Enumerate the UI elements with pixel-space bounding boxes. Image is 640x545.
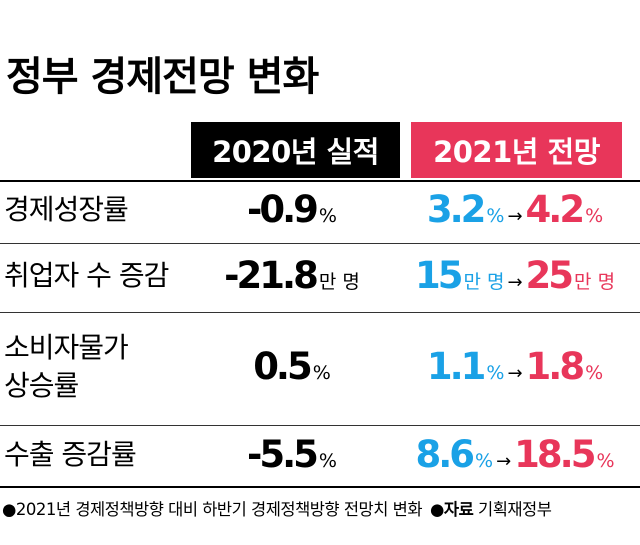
page-title: 정부 경제전망 변화: [6, 54, 319, 100]
value-2020-number: -5.5: [247, 433, 319, 476]
forecast-from-unit: %: [475, 450, 494, 472]
forecast-from-unit: %: [486, 362, 505, 384]
row-divider: [0, 243, 640, 244]
row-label: 경제성장률: [4, 193, 129, 226]
forecast-to-unit: %: [585, 362, 604, 384]
row-label-line2: 상승률: [4, 369, 79, 402]
value-2021: 8.6% → 18.5%: [395, 433, 635, 476]
forecast-to-number: 1.8: [525, 345, 586, 388]
forecast-from-number: 15: [414, 254, 463, 297]
forecast-from-number: 1.1: [426, 345, 487, 388]
value-2020-unit: %: [318, 205, 337, 227]
row-label: 취업자 수 증감: [4, 259, 169, 292]
value-2020-unit: %: [312, 362, 331, 384]
value-2020: -5.5%: [192, 433, 392, 476]
arrow-right-icon: →: [496, 451, 512, 472]
row-divider: [0, 312, 640, 313]
forecast-from-unit: 만 명: [463, 271, 505, 293]
table-row-employment: 취업자 수 증감 -21.8 만 명 15 만 명 → 25 만 명: [0, 244, 640, 310]
bottom-divider: [0, 486, 640, 488]
header-divider: [0, 180, 640, 182]
value-2020: -0.9%: [192, 188, 392, 231]
forecast-to-unit: %: [596, 450, 615, 472]
value-2020-number: -0.9: [247, 188, 319, 231]
header-2020-actual: 2020년 실적: [191, 122, 400, 178]
forecast-to-number: 18.5: [514, 433, 596, 476]
value-2020-unit: 만 명: [318, 271, 360, 293]
table-row-cpi: 소비자물가 상승률 0.5% 1.1% → 1.8%: [0, 313, 640, 421]
arrow-right-icon: →: [507, 272, 523, 293]
forecast-to-number: 4.2: [525, 188, 586, 231]
row-divider: [0, 425, 640, 426]
value-2020-number: 0.5: [253, 345, 313, 388]
value-2020: -21.8 만 명: [192, 254, 392, 297]
forecast-to-number: 25: [525, 254, 574, 297]
footer-note: ●2021년 경제정책방향 대비 하반기 경제정책방향 전망치 변화: [2, 500, 423, 519]
value-2021: 3.2% → 4.2%: [395, 188, 635, 231]
forecast-to-unit: %: [585, 205, 604, 227]
forecast-to-unit: 만 명: [574, 271, 616, 293]
header-2021-forecast: 2021년 전망: [411, 122, 622, 178]
table-row-gdp-growth: 경제성장률 -0.9% 3.2% → 4.2%: [0, 182, 640, 238]
value-2020: 0.5%: [192, 345, 392, 388]
value-2021: 15 만 명 → 25 만 명: [395, 254, 635, 297]
forecast-from-unit: %: [486, 205, 505, 227]
source-name: 기획재정부: [478, 500, 552, 519]
value-2020-unit: %: [318, 450, 337, 472]
row-label: 수출 증감률: [4, 438, 137, 471]
forecast-from-number: 3.2: [426, 188, 487, 231]
arrow-right-icon: →: [507, 363, 523, 384]
value-2020-number: -21.8: [224, 254, 319, 297]
table-row-exports: 수출 증감률 -5.5% 8.6% → 18.5%: [0, 426, 640, 486]
row-label: 소비자물가: [4, 331, 129, 364]
footer: ●2021년 경제정책방향 대비 하반기 경제정책방향 전망치 변화 ●자료 기획…: [2, 496, 552, 520]
source-label: ●자료: [430, 500, 474, 519]
value-2021: 1.1% → 1.8%: [395, 345, 635, 388]
forecast-from-number: 8.6: [415, 433, 475, 476]
arrow-right-icon: →: [507, 206, 523, 227]
